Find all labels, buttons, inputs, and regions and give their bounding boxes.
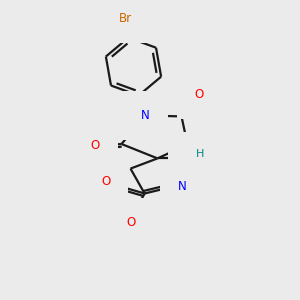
Text: H: H [196,149,204,159]
Text: N: N [185,152,194,165]
Text: N: N [141,109,150,122]
Text: O: O [101,175,110,188]
Text: O: O [195,88,204,101]
Text: Br: Br [119,12,132,25]
Text: O: O [91,139,100,152]
Text: N: N [178,179,187,193]
Text: O: O [126,216,135,229]
